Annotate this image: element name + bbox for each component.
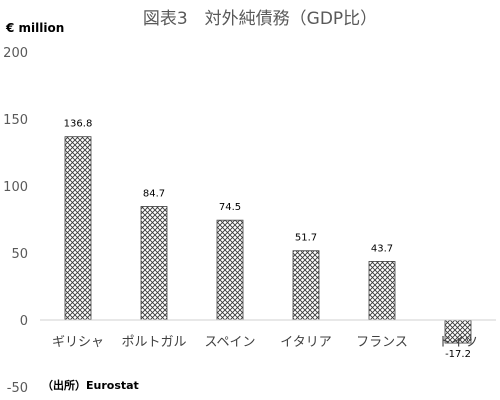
data-label: 136.8 (64, 119, 93, 130)
y-axis-ticks: -50 0 50 100 150 200 (3, 46, 28, 396)
y-tick-label: 100 (3, 180, 28, 195)
category-label: ポルトガル (121, 335, 186, 350)
data-label: 84.7 (143, 189, 165, 200)
data-label: -17.2 (445, 349, 471, 360)
bar (292, 250, 320, 321)
y-tick-label: 150 (3, 113, 28, 128)
category-label: イタリア (280, 335, 331, 350)
y-tick-label: 200 (3, 46, 28, 61)
category-label: ギリシャ (52, 335, 104, 350)
data-label: 51.7 (295, 233, 317, 244)
chart-title: 図表3 対外純債務（GDP比） (143, 9, 377, 29)
category-label: ドイツ (438, 335, 477, 350)
data-labels: 136.8 84.7 74.5 51.7 43.7 -17.2 (64, 119, 471, 360)
y-tick-label: 0 (20, 314, 28, 329)
bar (216, 219, 244, 321)
category-labels: ギリシャ ポルトガル スペイン イタリア フランス ドイツ (52, 335, 478, 350)
category-label: スペイン (204, 335, 255, 350)
y-tick-label: -50 (7, 381, 28, 396)
bar (140, 206, 168, 321)
category-label: フランス (356, 335, 408, 350)
source-note: （出所）Eurostat (42, 378, 139, 392)
bar (64, 136, 92, 321)
y-tick-label: 50 (11, 247, 28, 262)
bars (64, 136, 472, 344)
data-label: 43.7 (371, 243, 393, 254)
bar (368, 261, 396, 321)
data-label: 74.5 (219, 202, 241, 213)
unit-label: € million (5, 21, 64, 35)
